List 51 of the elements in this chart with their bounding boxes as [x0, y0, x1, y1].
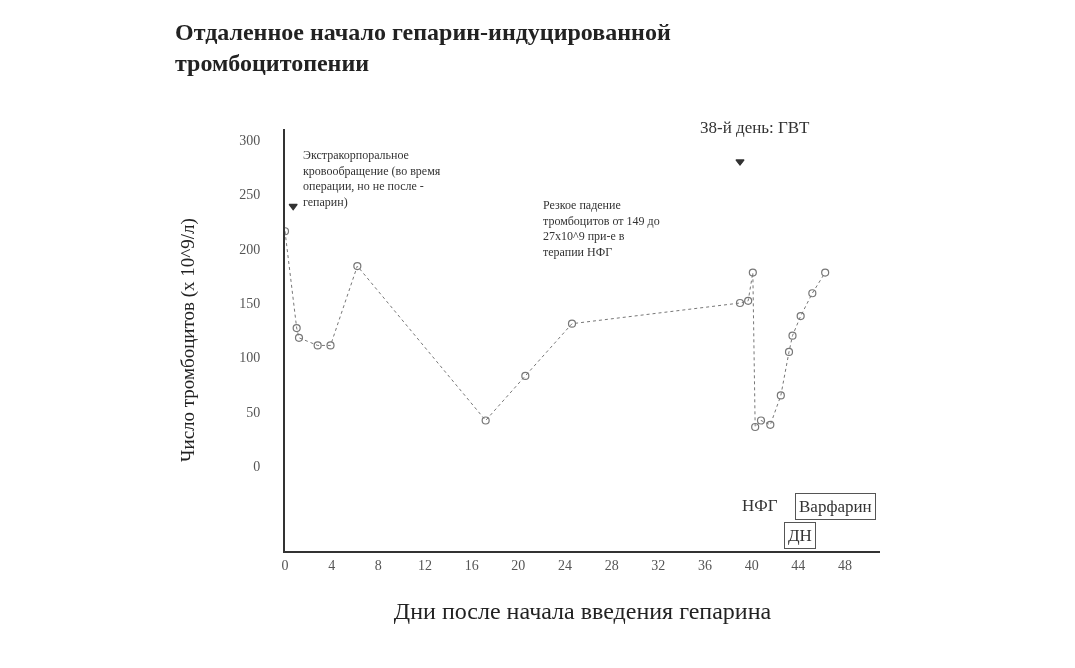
x-tick-label: 32 [651, 557, 666, 573]
y-tick-label: 150 [239, 295, 261, 311]
point [748, 268, 757, 277]
y-tick-label: 0 [253, 459, 261, 475]
annotation: НФГ [742, 496, 778, 515]
annotation: ДН [788, 526, 812, 545]
point [521, 371, 530, 380]
point [288, 203, 298, 211]
point [808, 289, 817, 298]
point [796, 311, 805, 321]
x-tick-label: 48 [838, 557, 852, 573]
y-tick-label: 200 [239, 241, 261, 257]
point [567, 319, 577, 328]
y-tick-label: 50 [246, 404, 261, 420]
point [788, 331, 797, 340]
point [751, 422, 760, 432]
annotation: Резкое падение тромбоцитов от 149 до 27x10^9 при-е в терапии НФГ [543, 198, 660, 259]
point [784, 347, 794, 357]
point [353, 261, 362, 271]
point [766, 420, 775, 429]
x-axis-title: Дни после начала введения гепарина [393, 597, 772, 624]
x-tick-label: 0 [281, 557, 289, 573]
point [756, 416, 766, 425]
y-tick-label: 100 [239, 350, 261, 366]
point [735, 298, 745, 308]
x-tick-label: 8 [374, 557, 382, 573]
point [735, 159, 745, 166]
chart-title: Отдаленное начало гепарин-индуцированной тромбоцитопении [175, 19, 671, 77]
point [744, 296, 753, 305]
x-tick-label: 12 [418, 557, 432, 573]
x-tick-label: 28 [604, 557, 619, 573]
point [481, 416, 490, 425]
point [326, 341, 335, 350]
y-tick-label: 300 [239, 132, 261, 148]
point [292, 323, 301, 333]
annotation: Варфарин [799, 497, 872, 516]
x-tick-label: 24 [558, 557, 572, 573]
x-tick-label: 20 [511, 557, 526, 573]
point [313, 341, 322, 350]
x-tick-label: 16 [464, 557, 479, 573]
point [776, 391, 785, 400]
y-tick-label: 250 [239, 187, 261, 203]
y-axis-title: Число тромбоцитов (х 10^9/л) [176, 218, 199, 462]
x-tick-label: 44 [791, 557, 806, 573]
point [294, 333, 304, 342]
annotation: 38-й день: ГВТ [700, 118, 810, 137]
x-tick-label: 36 [698, 557, 712, 573]
x-tick-label: 4 [328, 557, 336, 573]
point [821, 268, 830, 277]
annotation: Экстракорпоральное кровообращение (во время операции, но не после - гепарин) [303, 148, 441, 209]
x-tick-label: 40 [744, 557, 759, 573]
